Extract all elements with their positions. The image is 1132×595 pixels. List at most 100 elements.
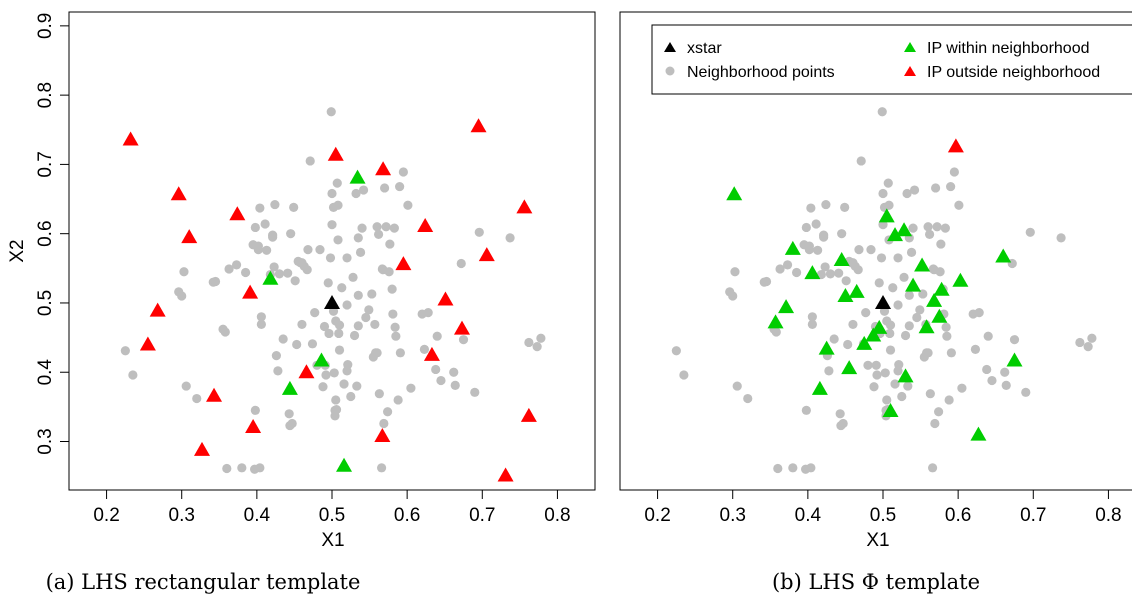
- neighborhood-points-point: [941, 322, 951, 332]
- neighborhood-points-point: [807, 312, 817, 322]
- y-tick-label: 0.7: [35, 151, 56, 177]
- neighborhood-points-point: [879, 306, 890, 316]
- neighborhood-points-point: [385, 239, 395, 249]
- y-ticks-a: 0.3 0.4 0.5 0.6 0.7 0.8 0.9: [35, 13, 69, 455]
- neighborhood-points-point: [1083, 342, 1093, 352]
- ip-within-neighborhood-point: [952, 272, 969, 287]
- neighborhood-points-point: [871, 360, 881, 370]
- x-tick-label: 0.5: [319, 505, 345, 526]
- ip-within-neighborhood-point: [914, 257, 931, 272]
- neighborhood-points-point: [536, 333, 546, 343]
- x-tick-label: 0.2: [644, 505, 670, 526]
- neighborhood-points-point: [269, 262, 279, 272]
- neighborhood-points-point: [1025, 227, 1035, 237]
- neighborhood-points-point: [924, 229, 935, 239]
- neighborhood-points-point: [801, 405, 811, 415]
- neighborhood-points-point: [327, 220, 337, 230]
- neighborhood-points-point: [878, 220, 888, 230]
- ip-within-neighborhood-point: [784, 240, 801, 255]
- neighborhood-points-point: [1087, 333, 1097, 343]
- neighborhood-points-point: [885, 320, 896, 330]
- neighborhood-points-point: [387, 284, 397, 294]
- neighborhood-points-point: [1056, 233, 1066, 243]
- neighborhood-points-point: [820, 262, 830, 272]
- neighborhood-points-point: [902, 188, 912, 199]
- ip-outside-neighborhood-point: [470, 118, 487, 133]
- ip-within-neighborhood-point: [878, 208, 895, 223]
- ip-within-neighborhood-point: [349, 169, 366, 184]
- neighborhood-points-point: [361, 312, 371, 323]
- neighborhood-points-point: [848, 319, 858, 330]
- neighborhood-points-point: [900, 330, 911, 341]
- neighborhood-points-point: [321, 370, 331, 380]
- ip-within-neighborhood-point: [336, 457, 353, 472]
- y-axis-title-a: X2: [7, 239, 28, 262]
- neighborhood-points-point: [899, 272, 909, 282]
- x-tick-label: 0.3: [720, 505, 746, 526]
- ip-outside-neighborhood-point: [437, 291, 454, 306]
- neighborhood-points-point: [825, 269, 836, 279]
- ip-outside-neighborhood-point: [122, 131, 139, 146]
- neighborhood-points-point: [904, 321, 914, 331]
- neighborhood-points-point: [406, 383, 416, 393]
- neighborhood-points-point: [801, 222, 811, 233]
- neighborhood-points-point: [983, 331, 993, 341]
- neighborhood-points-point: [271, 351, 281, 361]
- y-tick-label: 0.5: [35, 290, 56, 316]
- panel-a: 0.3 0.4 0.5 0.6 0.7 0.8 0.9 0.2 0.3 0.4 0.5 0.6 0.7…: [7, 11, 596, 594]
- neighborhood-points-point: [532, 342, 542, 352]
- neighborhood-points-point: [903, 381, 913, 391]
- neighborhood-points-point: [853, 265, 863, 275]
- legend-marker-xstar: [664, 42, 676, 52]
- neighborhood-points-point: [450, 380, 460, 390]
- neighborhood-points-point: [1009, 335, 1020, 345]
- neighborhood-points-point: [856, 156, 866, 166]
- x-tick-label: 0.5: [870, 505, 896, 526]
- neighborhood-points-point: [326, 107, 336, 117]
- plot-area-b: [671, 107, 1097, 474]
- neighborhood-points-point: [273, 366, 283, 376]
- neighborhood-points-point: [834, 268, 844, 278]
- neighborhood-points-point: [728, 291, 738, 301]
- ip-outside-neighborhood-point: [245, 418, 262, 433]
- neighborhood-points-point: [819, 232, 829, 242]
- x-axis-title-b: X1: [866, 530, 889, 551]
- neighborhood-points-point: [949, 167, 959, 177]
- x-ticks-a: 0.2 0.3 0.4 0.5 0.6 0.7 0.8: [93, 490, 571, 526]
- neighborhood-points-point: [843, 339, 853, 350]
- neighborhood-points-point: [325, 253, 336, 263]
- neighborhood-points-point: [671, 346, 681, 356]
- neighborhood-points-point: [432, 331, 442, 341]
- neighborhood-points-point: [353, 233, 363, 243]
- legend-label-ip-outside: IP outside neighborhood: [927, 64, 1100, 81]
- neighborhood-points-point: [297, 319, 307, 330]
- neighborhood-points-point: [315, 245, 325, 255]
- ip-within-neighborhood-point: [856, 335, 873, 350]
- neighborhood-points-point: [349, 330, 360, 341]
- neighborhood-points-point: [869, 382, 879, 392]
- neighborhood-points-point: [788, 463, 798, 473]
- ip-outside-neighborhood-point: [423, 346, 440, 361]
- neighborhood-points-point: [906, 247, 917, 257]
- neighborhood-points-point: [388, 309, 398, 319]
- neighborhood-points-point: [807, 319, 817, 330]
- neighborhood-points-point: [351, 188, 361, 199]
- neighborhood-points-point: [904, 290, 914, 300]
- neighborhood-points-point: [331, 405, 342, 415]
- neighborhood-points-point: [376, 463, 387, 473]
- neighborhood-points-point: [771, 327, 781, 337]
- x-tick-label: 0.2: [93, 505, 119, 526]
- neighborhood-points-point: [982, 364, 992, 375]
- ip-outside-neighborhood-point: [327, 146, 344, 161]
- neighborhood-points-point: [449, 367, 459, 377]
- neighborhood-points-point: [262, 245, 272, 255]
- neighborhood-points-point: [260, 219, 270, 229]
- neighborhood-points-point: [250, 405, 260, 415]
- neighborhood-points-point: [210, 276, 221, 287]
- ip-within-neighborhood-point: [865, 327, 882, 342]
- ip-within-neighborhood-point: [882, 403, 899, 418]
- neighborhood-points-point: [334, 328, 344, 339]
- neighborhood-points-point: [391, 331, 401, 341]
- neighborhood-points-point: [381, 222, 391, 232]
- neighborhood-points-point: [287, 418, 297, 429]
